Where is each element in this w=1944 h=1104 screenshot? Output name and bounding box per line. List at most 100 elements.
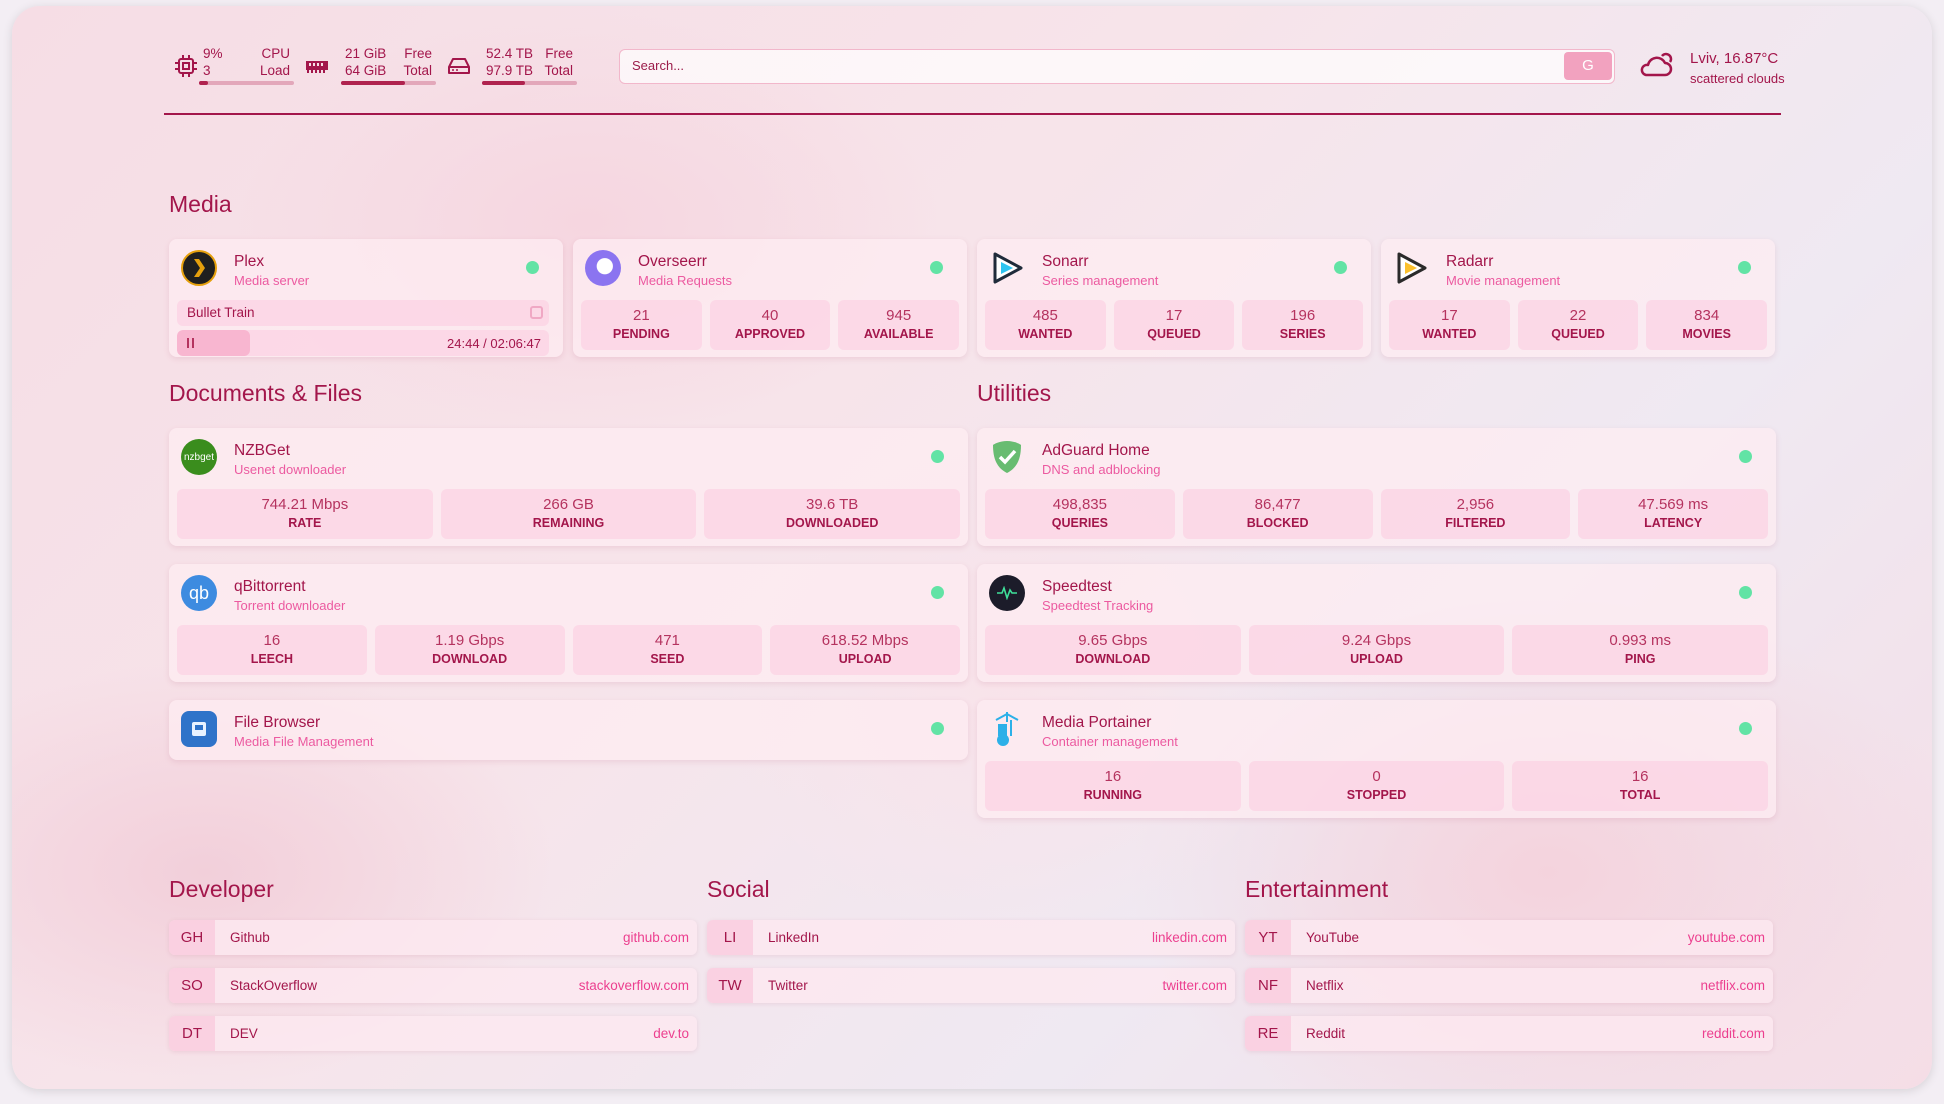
camera-icon [530,306,543,319]
documents-section: nzbget NZBGet Usenet downloader 744.21 Mbps… [169,428,968,760]
status-online-indicator [931,450,944,463]
service-card-plex[interactable]: Plex Media server Bullet Train 24:44 / 02:0… [169,239,563,357]
cpu-label: CPU [261,46,290,61]
cpu-usage: 9% [203,46,223,61]
free-label: Free [545,46,573,61]
overseerr-icon [585,250,621,286]
stat-tile: 17 WANTED [1389,300,1510,350]
stat-value: 16 [1631,768,1649,785]
service-card-speedtest[interactable]: Speedtest Speedtest Tracking 9.65 Gbps DOWN… [977,564,1776,682]
search-bar: G [619,49,1615,84]
status-online-indicator [1739,586,1752,599]
weather-condition: scattered clouds [1690,71,1785,86]
disk-free: 52.4 TB [486,46,534,61]
bookmark-url[interactable]: netflix.com [1700,978,1765,993]
bookmark-abbr: GH [169,920,215,955]
service-card-nzbget[interactable]: nzbget NZBGet Usenet downloader 744.21 Mbps… [169,428,968,546]
bookmark-name: Twitter [768,978,808,993]
memory-icon [306,61,328,73]
bookmark-link[interactable]: TW Twitter twitter.com [707,968,1235,1003]
utilities-section: AdGuard Home DNS and adblocking 498,835 QUE… [977,428,1776,818]
service-name: Speedtest [1042,578,1112,595]
stat-tile: 485 WANTED [985,300,1106,350]
stat-label: DOWNLOAD [1075,652,1151,666]
service-name: Radarr [1446,253,1494,270]
section-title-bookmarks: Entertainment [1245,876,1389,902]
service-stats: 16 LEECH 1.19 Gbps DOWNLOAD 471 SEED 618.52 Mb… [177,625,960,675]
stat-label: APPROVED [734,327,806,341]
stat-label: FILTERED [1445,516,1506,530]
bookmark-abbr: RE [1245,1016,1291,1051]
stat-label: QUERIES [1051,516,1108,530]
service-description: Media File Management [234,734,374,749]
service-stats: 21 PENDING 40 APPROVED 945 AVAILABLE [581,300,960,350]
playback-progress[interactable]: 24:44 / 02:06:47 [177,330,549,356]
radarr-icon [1393,250,1429,286]
stat-label: WANTED [1018,327,1073,341]
bookmark-link[interactable]: SO StackOverflow stackoverflow.com [169,968,697,1003]
stat-value: 266 GB [543,496,594,513]
service-stats: 17 WANTED 22 QUEUED 834 MOVIES [1389,300,1768,350]
stat-label: QUEUED [1551,327,1605,341]
stat-value: 2,956 [1456,496,1495,513]
service-stats: 744.21 Mbps RATE 266 GB REMAINING 39.6 TB DOW… [177,489,961,539]
bookmark-url[interactable]: linkedin.com [1151,930,1227,945]
bookmark-link[interactable]: NF Netflix netflix.com [1245,968,1773,1003]
status-online-indicator [1739,450,1752,463]
bookmark-group: LI LinkedIn linkedin.com TW Twitter twitter.c… [707,920,1235,1003]
stat-label: RATE [288,516,322,530]
bookmark-link[interactable]: LI LinkedIn linkedin.com [707,920,1235,955]
stat-label: UPLOAD [1350,652,1403,666]
stat-label: AVAILABLE [863,327,934,341]
stat-tile: 196 SERIES [1242,300,1364,350]
memory-total: 64 GiB [345,63,387,78]
stat-label: BLOCKED [1246,516,1309,530]
search-provider-button[interactable]: G [1564,52,1612,80]
disk-bar [482,81,577,85]
bookmark-url[interactable]: dev.to [653,1026,689,1041]
section-title-utilities: Utilities [977,380,1052,406]
bookmark-abbr: LI [707,920,753,955]
bookmark-link[interactable]: DT DEV dev.to [169,1016,697,1051]
bookmark-url[interactable]: twitter.com [1162,978,1227,993]
service-card-sonarr[interactable]: Sonarr Series management 485 WANTED 17 QUEUED… [977,239,1371,357]
search-input[interactable] [632,58,1532,73]
stat-value: 40 [761,307,779,324]
bookmark-link[interactable]: GH Github github.com [169,920,697,955]
status-online-indicator [1739,722,1752,735]
memory-bar-fill [341,81,405,85]
service-card-qbittorrent[interactable]: qb qBittorrent Torrent downloader 16 LEECH 1.… [169,564,968,682]
service-card-overseerr[interactable]: Overseerr Media Requests 21 PENDING 40 APPROV… [573,239,967,357]
stat-value: 22 [1569,307,1587,324]
plex-icon [181,250,217,286]
bookmark-link[interactable]: RE Reddit reddit.com [1245,1016,1773,1051]
bookmark-abbr: NF [1245,968,1291,1003]
service-card-media-portainer[interactable]: Media Portainer Container management 16 RUN… [977,700,1776,818]
portainer-icon [989,711,1025,747]
section-title-bookmarks: Developer [169,876,274,902]
bookmark-url[interactable]: youtube.com [1687,930,1765,945]
stat-value: 17 [1440,307,1458,324]
bookmark-url[interactable]: github.com [622,930,689,945]
service-description: Speedtest Tracking [1042,598,1154,613]
stat-label: MOVIES [1682,327,1731,341]
section-title-documents: Documents & Files [169,380,363,406]
disk-total: 97.9 TB [486,63,534,78]
service-card-adguard-home[interactable]: AdGuard Home DNS and adblocking 498,835 QUE… [977,428,1776,546]
bookmark-url[interactable]: reddit.com [1701,1026,1765,1041]
stat-tile: 834 MOVIES [1646,300,1768,350]
bookmark-abbr: DT [169,1016,215,1051]
disk-bar-fill [482,81,525,85]
bookmark-url[interactable]: stackoverflow.com [578,978,689,993]
bookmark-link[interactable]: YT YouTube youtube.com [1245,920,1773,955]
service-name: Plex [234,253,265,270]
service-card-radarr[interactable]: Radarr Movie management 17 WANTED 22 QUEUED 83… [1381,239,1775,357]
weather-temperature: Lviv, 16.87°C [1690,50,1779,67]
free-label: Free [404,46,432,61]
header-divider [164,113,1781,115]
service-description: Container management [1042,734,1178,749]
bookmark-name: DEV [230,1026,258,1041]
bookmark-name: Netflix [1306,978,1344,993]
service-card-file-browser[interactable]: File Browser Media File Management [169,700,968,760]
pause-icon[interactable] [187,338,194,348]
